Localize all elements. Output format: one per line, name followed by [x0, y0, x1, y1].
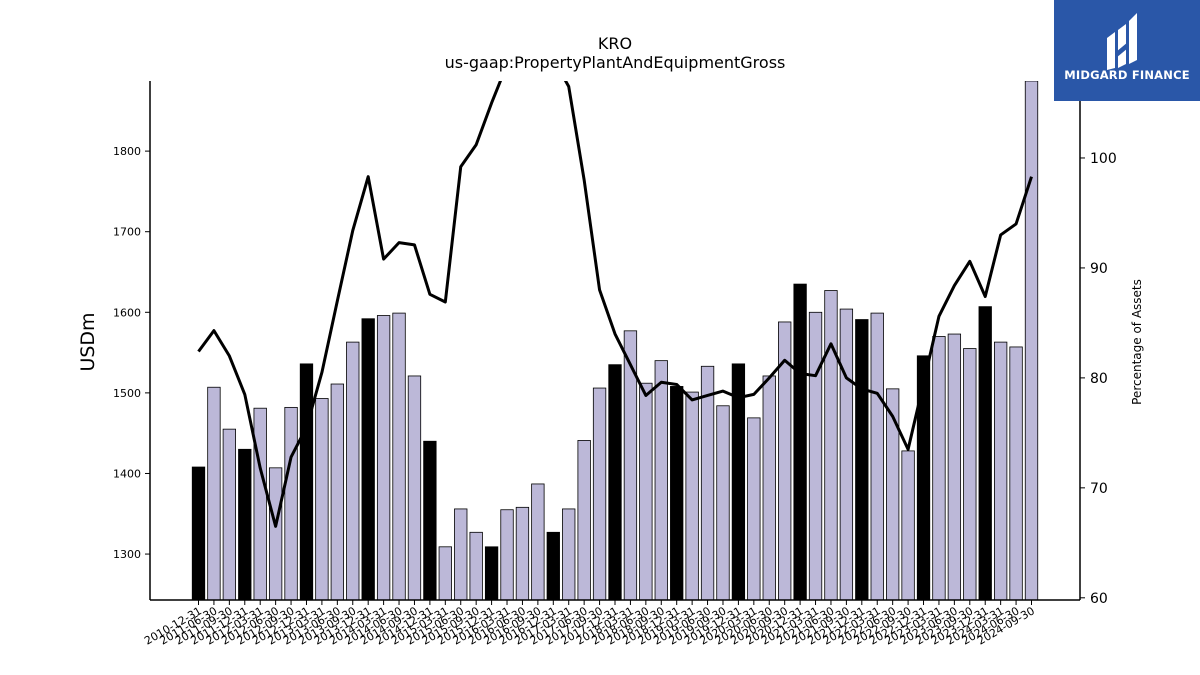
bar: [454, 508, 468, 600]
bar: [407, 375, 422, 600]
bar: [592, 387, 607, 600]
bar: [315, 398, 329, 600]
y2-tick-label: 100: [1090, 151, 1117, 167]
y-tick-label: 1300: [113, 548, 141, 561]
axes: 130014001500160017001800607080901002010-…: [113, 81, 1117, 648]
brand-logo-text: MIDGARD FINANCE: [1064, 68, 1190, 82]
bar: [1024, 81, 1039, 600]
bar: [376, 315, 391, 600]
bar: [361, 318, 375, 600]
bar: [994, 341, 1008, 600]
bar: [608, 364, 622, 600]
bar: [191, 466, 206, 600]
y2-tick-label: 70: [1090, 481, 1108, 497]
bar: [870, 312, 884, 600]
bar: [500, 509, 514, 600]
y-tick-label: 1500: [113, 387, 141, 400]
bar: [253, 407, 267, 600]
bar: [207, 386, 221, 600]
bar: [762, 375, 776, 600]
bar: [222, 428, 237, 600]
bar: [546, 531, 560, 600]
bar: [654, 360, 668, 600]
bar: [685, 391, 699, 600]
bar: [700, 365, 715, 600]
bar: [623, 330, 638, 600]
bar: [916, 355, 931, 600]
y-axis-label: USDm: [77, 312, 99, 371]
bar: [978, 306, 992, 600]
bar: [284, 406, 298, 600]
bar: [562, 508, 576, 600]
bar: [515, 506, 530, 600]
bar: [747, 417, 761, 600]
bar: [778, 321, 792, 600]
y2-axis-label: Percentage of Assets: [1130, 279, 1144, 405]
bar: [469, 531, 483, 600]
bar: [855, 319, 869, 600]
bars: [191, 81, 1039, 600]
bar: [438, 546, 452, 600]
pct-of-assets-line: [197, 81, 1033, 528]
bar: [731, 363, 746, 600]
bar: [330, 383, 344, 600]
bar: [824, 290, 838, 600]
bar: [963, 348, 977, 600]
chart-subtitle: us-gaap:PropertyPlantAndEquipmentGross: [445, 53, 786, 72]
midgard-logo-icon: [1107, 13, 1137, 70]
bar: [639, 382, 653, 600]
bar: [238, 448, 252, 600]
bar: [932, 336, 946, 600]
bar: [299, 363, 314, 600]
bar: [1009, 346, 1023, 600]
y2-tick-label: 60: [1090, 591, 1108, 607]
y2-tick-label: 90: [1090, 261, 1108, 277]
bar: [423, 440, 437, 600]
bar: [947, 333, 962, 600]
bar: [484, 546, 499, 600]
y2-tick-label: 80: [1090, 371, 1108, 387]
bar: [793, 283, 807, 600]
bar: [716, 405, 730, 600]
y-tick-label: 1800: [113, 145, 141, 158]
pct-line-group: [197, 81, 1033, 528]
bar: [346, 341, 360, 600]
bar: [901, 450, 915, 600]
chart-title: KRO: [598, 34, 632, 53]
bar: [670, 386, 684, 600]
bar: [577, 440, 591, 600]
y-tick-label: 1400: [113, 467, 141, 480]
bar: [808, 311, 823, 600]
bar: [839, 308, 854, 600]
bar: [531, 483, 545, 600]
bar: [268, 467, 283, 600]
y-tick-label: 1600: [113, 306, 141, 319]
bar: [886, 388, 900, 600]
y-tick-label: 1700: [113, 226, 141, 239]
brand-logo: MIDGARD FINANCE: [1054, 0, 1200, 101]
bar: [392, 312, 406, 600]
